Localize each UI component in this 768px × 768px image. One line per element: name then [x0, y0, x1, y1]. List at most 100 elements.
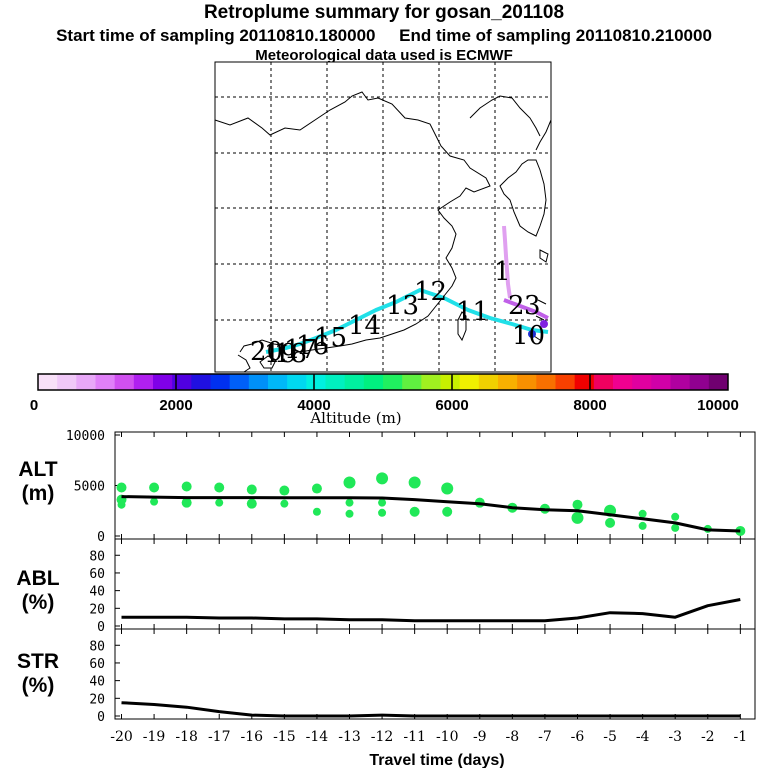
colorbar-cell [440, 374, 461, 390]
day-label-16: 16 [296, 331, 329, 361]
alt-scatter-point [215, 498, 224, 507]
alt-scatter-point [246, 484, 257, 495]
alt-scatter-point [671, 512, 680, 521]
y-tick-label: 60 [89, 657, 105, 672]
colorbar-cell [153, 374, 173, 390]
colorbar-cell [95, 374, 116, 390]
x-tick-label: -16 [241, 729, 264, 745]
alt-scatter-point [376, 472, 389, 485]
trajectory-point [540, 320, 548, 328]
colorbar-title: Altitude (m) [309, 409, 401, 427]
alt-scatter-point [571, 511, 584, 524]
time-series-panels: 0 5000 10000 0 20 40 60 80 0 20 40 60 80 -20 -19 -18 -17… [66, 429, 756, 745]
alt-scatter-point [246, 498, 257, 509]
x-tick-label: -17 [208, 729, 231, 745]
colorbar-cell [229, 374, 250, 390]
colorbar-cell [689, 374, 710, 390]
colorbar-cell [306, 374, 326, 390]
colorbar-cell [402, 374, 422, 390]
colorbar-cell [478, 374, 499, 390]
colorbar-cell [670, 374, 691, 390]
str-panel-frame [114, 628, 756, 720]
y-tick-label: 5000 [74, 480, 105, 495]
alt-scatter-point [345, 498, 354, 507]
x-tick-label: -2 [701, 729, 715, 745]
x-tick-label: -8 [506, 729, 520, 745]
coastlines [214, 91, 552, 373]
colorbar-tick-labels: 0 2000 4000 6000 8000 10000 [30, 397, 739, 414]
alt-panel-line [121, 495, 741, 533]
colorbar-cell [287, 374, 307, 390]
alt-scatter-point [343, 476, 356, 489]
day-label-17: 17 [284, 335, 317, 365]
x-tick-label: -13 [338, 729, 361, 745]
coastline-japan [535, 119, 552, 151]
day-label-13: 13 [386, 291, 419, 321]
start-time-label: Start time of sampling 20110810.180000 [56, 26, 376, 45]
trajectory-pink [502, 225, 512, 299]
colorbar-tick: 4000 [297, 397, 330, 414]
y-tick-label: 0 [97, 530, 105, 545]
colorbar-cell [632, 374, 652, 390]
coastline-hainan [259, 355, 277, 369]
colorbar-tick: 6000 [435, 397, 468, 414]
coastline-taiwan [457, 311, 467, 342]
trajectory-endpoint [528, 330, 536, 338]
colorbar-tick: 2000 [159, 397, 192, 414]
colorbar-cell [536, 374, 556, 390]
x-tick-label: -14 [306, 729, 329, 745]
alt-scatter-point [181, 481, 192, 492]
trajectory-map: 20 19 18 17 16 15 14 13 12 11 10 3 2 1 [214, 61, 552, 373]
x-tick-label: -1 [734, 729, 748, 745]
coastline-korea [499, 159, 547, 237]
colorbar-cell [133, 374, 154, 390]
str-label: STR [17, 650, 59, 673]
colorbar-tick: 0 [30, 397, 38, 414]
str-panel-line [121, 701, 741, 718]
colorbar-cell [38, 374, 58, 390]
day-label-15: 15 [314, 323, 347, 353]
alt-scatter-point [408, 476, 421, 489]
abl-unit: (%) [22, 591, 55, 614]
end-time-label: End time of sampling 20110810.210000 [399, 26, 712, 45]
x-tick-label: -15 [273, 729, 296, 745]
colorbar-cell [172, 374, 192, 390]
alt-scatter-point [378, 508, 387, 517]
colorbar-cells [38, 374, 729, 390]
colorbar-tick: 8000 [573, 397, 606, 414]
alt-scatter-point [638, 509, 647, 518]
coastline-north [469, 95, 541, 137]
trajectory-day-labels: 20 19 18 17 16 15 14 13 12 11 10 3 2 1 [250, 257, 545, 369]
alt-scatter-point [378, 498, 387, 507]
day-label-1: 1 [494, 257, 511, 287]
y-tick-label: 80 [89, 639, 105, 654]
colorbar-cell [383, 374, 403, 390]
alt-unit: (m) [22, 482, 55, 505]
colorbar-cell [498, 374, 518, 390]
day-label-20: 20 [250, 337, 283, 367]
colorbar-cell [210, 374, 231, 390]
panel-labels: ALT (m) ABL (%) STR (%) [16, 458, 59, 697]
day-label-2: 2 [508, 291, 525, 321]
coastline-islands [533, 299, 547, 341]
x-tick-label: -10 [436, 729, 459, 745]
colorbar-cell [555, 374, 576, 390]
day-label-11: 11 [456, 297, 489, 327]
colorbar-cell [268, 374, 288, 390]
alt-scatter-point [280, 499, 289, 508]
alt-scatter-point [311, 483, 322, 494]
colorbar-cell [325, 374, 346, 390]
colorbar-cell [248, 374, 269, 390]
x-tick-label: -9 [473, 729, 487, 745]
alt-panel-frame [114, 431, 756, 540]
x-tick-label: -20 [110, 729, 133, 745]
y-tick-label: 40 [89, 675, 105, 690]
colorbar-tick: 10000 [697, 397, 739, 414]
alt-scatter-point [605, 517, 616, 528]
day-label-14: 14 [348, 311, 381, 341]
colorbar-cell [574, 374, 595, 390]
x-tick-label: -19 [143, 729, 166, 745]
x-tick-label: -6 [571, 729, 585, 745]
alt-scatter-point [409, 506, 420, 517]
x-tick-label: -11 [403, 729, 426, 745]
